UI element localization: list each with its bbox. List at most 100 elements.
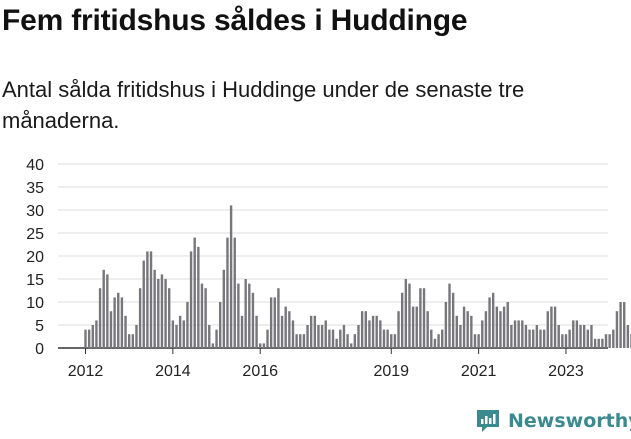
bar[interactable] xyxy=(524,325,528,348)
bar[interactable] xyxy=(550,306,553,348)
bar[interactable] xyxy=(619,302,622,348)
bar[interactable] xyxy=(200,283,204,348)
bar[interactable] xyxy=(193,237,196,348)
bar[interactable] xyxy=(142,260,145,348)
bar[interactable] xyxy=(215,329,218,348)
bar[interactable] xyxy=(331,329,335,348)
bar[interactable] xyxy=(299,334,302,348)
bar[interactable] xyxy=(106,274,109,348)
bar[interactable] xyxy=(455,315,458,348)
bar[interactable] xyxy=(404,279,408,348)
bar[interactable] xyxy=(517,320,520,348)
bar[interactable] xyxy=(255,315,258,348)
bar[interactable] xyxy=(623,302,626,348)
bar[interactable] xyxy=(553,306,557,348)
bar[interactable] xyxy=(175,325,178,348)
bar[interactable] xyxy=(320,325,324,348)
bar[interactable] xyxy=(513,320,517,348)
bar[interactable] xyxy=(309,315,313,348)
bar[interactable] xyxy=(597,338,600,348)
bar[interactable] xyxy=(87,329,91,348)
bar[interactable] xyxy=(164,279,167,348)
bar[interactable] xyxy=(91,325,94,348)
bar[interactable] xyxy=(131,334,135,348)
bar[interactable] xyxy=(546,311,549,348)
bar[interactable] xyxy=(171,320,175,348)
bar[interactable] xyxy=(586,329,590,348)
bar[interactable] xyxy=(153,269,156,348)
bar[interactable] xyxy=(484,311,488,348)
bar[interactable] xyxy=(390,334,393,348)
bar[interactable] xyxy=(160,274,164,348)
bar[interactable] xyxy=(459,325,462,348)
bar[interactable] xyxy=(375,315,378,348)
bar[interactable] xyxy=(189,251,193,348)
bar[interactable] xyxy=(335,338,338,348)
bar[interactable] xyxy=(481,320,484,348)
bar[interactable] xyxy=(240,315,244,348)
bar[interactable] xyxy=(430,329,433,348)
newsworthy-logo[interactable]: Newsworthy xyxy=(476,408,631,434)
bar[interactable] xyxy=(601,338,604,348)
bar[interactable] xyxy=(462,306,466,348)
bar[interactable] xyxy=(350,343,353,348)
bar[interactable] xyxy=(306,325,309,348)
bar[interactable] xyxy=(411,306,415,348)
bar[interactable] xyxy=(451,292,455,348)
bar[interactable] xyxy=(226,237,229,348)
bar[interactable] xyxy=(419,288,422,348)
bar[interactable] xyxy=(502,306,506,348)
bar[interactable] xyxy=(357,325,360,348)
bar[interactable] xyxy=(197,246,200,348)
bar[interactable] xyxy=(593,338,597,348)
bar[interactable] xyxy=(499,311,502,348)
bar[interactable] xyxy=(208,325,211,348)
bar[interactable] xyxy=(244,279,247,348)
bar[interactable] xyxy=(302,334,306,348)
bar[interactable] xyxy=(124,315,127,348)
bar[interactable] xyxy=(342,325,346,348)
bar[interactable] xyxy=(280,315,284,348)
bar[interactable] xyxy=(422,288,426,348)
bar[interactable] xyxy=(612,329,615,348)
bar[interactable] xyxy=(491,292,495,348)
bar[interactable] xyxy=(233,237,236,348)
bar[interactable] xyxy=(448,283,451,348)
bar[interactable] xyxy=(222,269,226,348)
bar[interactable] xyxy=(590,325,593,348)
bar[interactable] xyxy=(626,325,630,348)
bar[interactable] xyxy=(528,329,531,348)
bar[interactable] xyxy=(615,311,619,348)
bar[interactable] xyxy=(542,329,546,348)
bar[interactable] xyxy=(146,251,149,348)
bar[interactable] xyxy=(582,325,586,348)
bar[interactable] xyxy=(382,329,386,348)
bar[interactable] xyxy=(291,320,295,348)
bar[interactable] xyxy=(379,320,382,348)
bar[interactable] xyxy=(266,329,269,348)
bar[interactable] xyxy=(371,315,375,348)
bar[interactable] xyxy=(466,311,469,348)
bar[interactable] xyxy=(415,306,418,348)
bar[interactable] xyxy=(109,311,113,348)
bar[interactable] xyxy=(364,311,367,348)
bar[interactable] xyxy=(157,279,160,348)
bar[interactable] xyxy=(178,315,182,348)
bar[interactable] xyxy=(120,297,124,348)
bar[interactable] xyxy=(218,302,222,348)
bar[interactable] xyxy=(288,311,291,348)
bar[interactable] xyxy=(393,334,397,348)
bar[interactable] xyxy=(313,315,317,348)
bar[interactable] xyxy=(426,311,429,348)
bar[interactable] xyxy=(102,269,105,348)
bar[interactable] xyxy=(604,334,608,348)
bar[interactable] xyxy=(251,292,255,348)
bar[interactable] xyxy=(488,297,491,348)
bar[interactable] xyxy=(84,329,87,348)
bar[interactable] xyxy=(568,329,571,348)
bar[interactable] xyxy=(575,320,579,348)
bar[interactable] xyxy=(353,334,357,348)
bar[interactable] xyxy=(437,334,440,348)
bar[interactable] xyxy=(368,320,371,348)
bar[interactable] xyxy=(259,343,262,348)
